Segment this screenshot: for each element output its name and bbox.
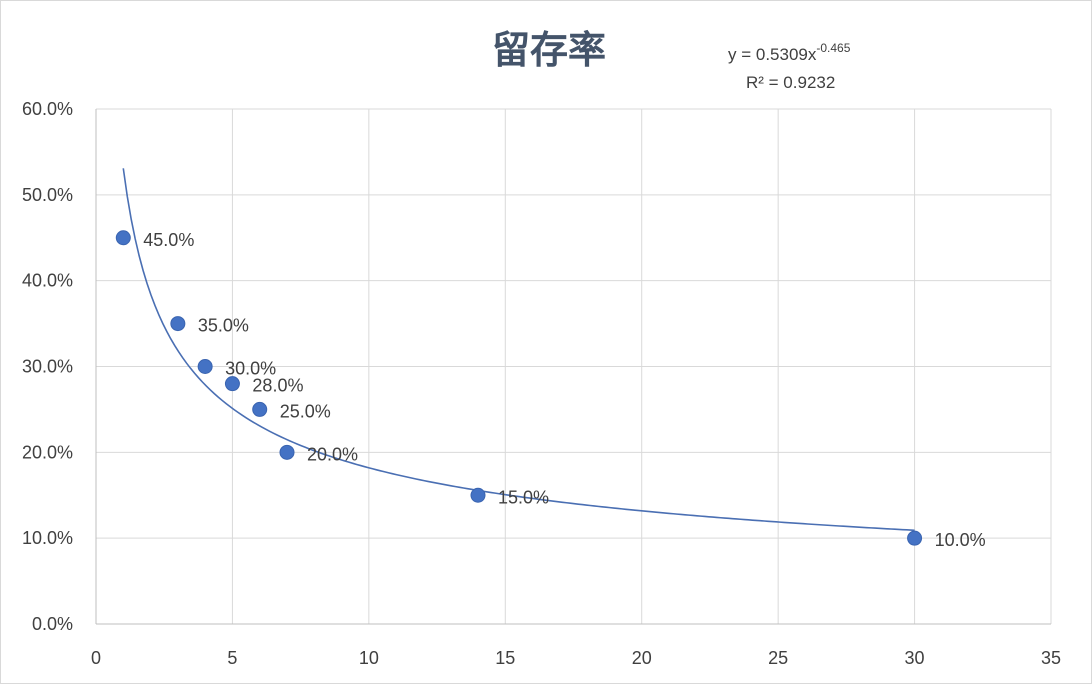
data-point bbox=[907, 530, 923, 546]
x-tick-label: 10 bbox=[359, 648, 379, 668]
y-tick-label: 10.0% bbox=[22, 528, 73, 548]
data-point bbox=[279, 444, 295, 460]
trendline-equation: y = 0.5309x-0.465 bbox=[728, 41, 851, 64]
tick-labels-layer: 0.0% 10.0% 20.0% 30.0% 40.0% 50.0% 60.0% 0 5 10 15… bbox=[22, 99, 1061, 668]
chart-title: 留存率 bbox=[492, 28, 606, 72]
data-label: 30.0% bbox=[225, 359, 276, 379]
data-labels-layer: 45.0% 35.0% 30.0%28.0% 25.0% 20.0% 15.0% 10.0% bbox=[143, 230, 985, 550]
data-label: 28.0% bbox=[252, 376, 303, 396]
x-tick-label: 30 bbox=[905, 648, 925, 668]
y-tick-label: 30.0% bbox=[22, 357, 73, 377]
data-point bbox=[170, 316, 186, 332]
grid-layer bbox=[95, 108, 1052, 625]
y-tick-label: 50.0% bbox=[22, 185, 73, 205]
data-point bbox=[115, 230, 131, 246]
x-tick-label: 25 bbox=[768, 648, 788, 668]
data-point bbox=[224, 376, 240, 392]
y-tick-label: 0.0% bbox=[32, 614, 73, 634]
data-label: 15.0% bbox=[498, 487, 549, 507]
data-label: 25.0% bbox=[280, 401, 331, 421]
x-tick-label: 0 bbox=[91, 648, 101, 668]
y-tick-label: 60.0% bbox=[22, 99, 73, 119]
trendline-equation-exponent: -0.465 bbox=[816, 41, 850, 55]
points-layer bbox=[115, 230, 923, 546]
trendline-equation-base: y = 0.5309x bbox=[728, 45, 817, 64]
data-label: 20.0% bbox=[307, 444, 358, 464]
x-tick-label: 35 bbox=[1041, 648, 1061, 668]
x-tick-label: 15 bbox=[495, 648, 515, 668]
x-tick-label: 20 bbox=[632, 648, 652, 668]
data-point bbox=[197, 359, 213, 374]
data-point bbox=[470, 487, 486, 503]
data-label: 10.0% bbox=[935, 530, 986, 550]
data-point bbox=[252, 401, 268, 417]
y-tick-label: 40.0% bbox=[22, 271, 73, 291]
x-tick-label: 5 bbox=[227, 648, 237, 668]
trendline-layer bbox=[122, 168, 915, 532]
trendline-r-squared: R² = 0.9232 bbox=[746, 73, 835, 92]
trendline-curve bbox=[122, 168, 915, 532]
data-label: 35.0% bbox=[198, 316, 249, 336]
y-tick-label: 20.0% bbox=[22, 442, 73, 462]
data-label: 45.0% bbox=[143, 230, 194, 250]
